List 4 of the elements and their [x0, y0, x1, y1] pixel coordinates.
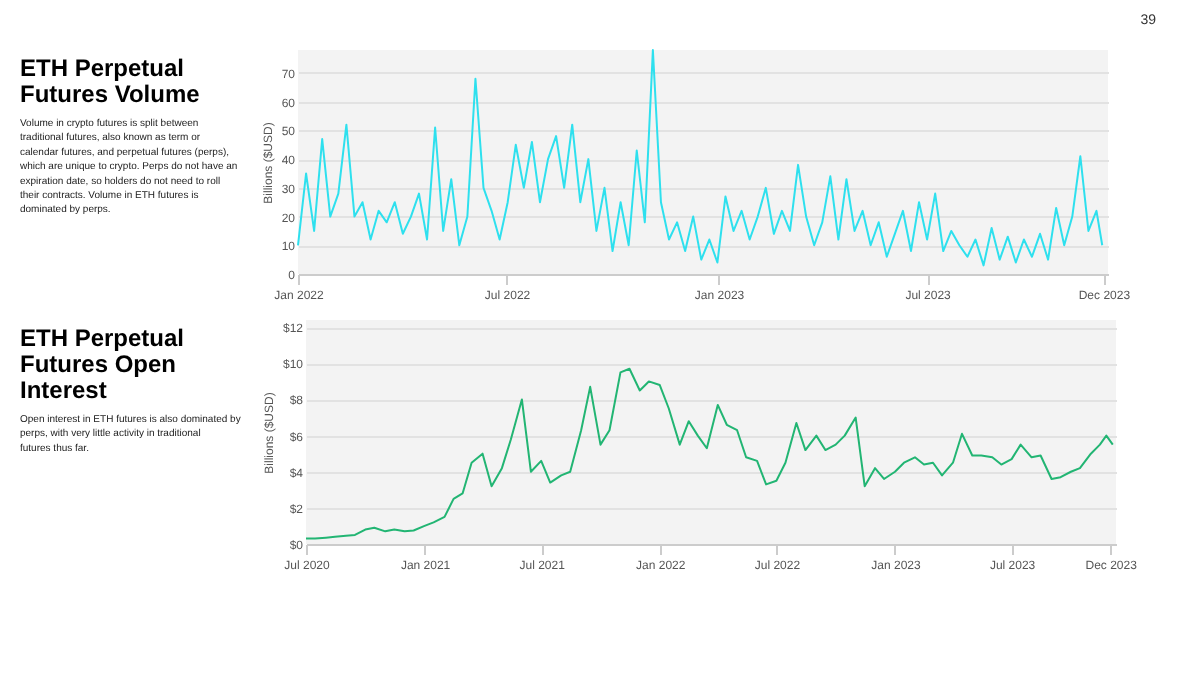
text: ETH Perpetual Futures Volume [20, 54, 201, 108]
line-series [305, 367, 1114, 540]
text: ETH Perpetual Futures Open Interest [20, 324, 185, 404]
line-series [297, 49, 1104, 267]
